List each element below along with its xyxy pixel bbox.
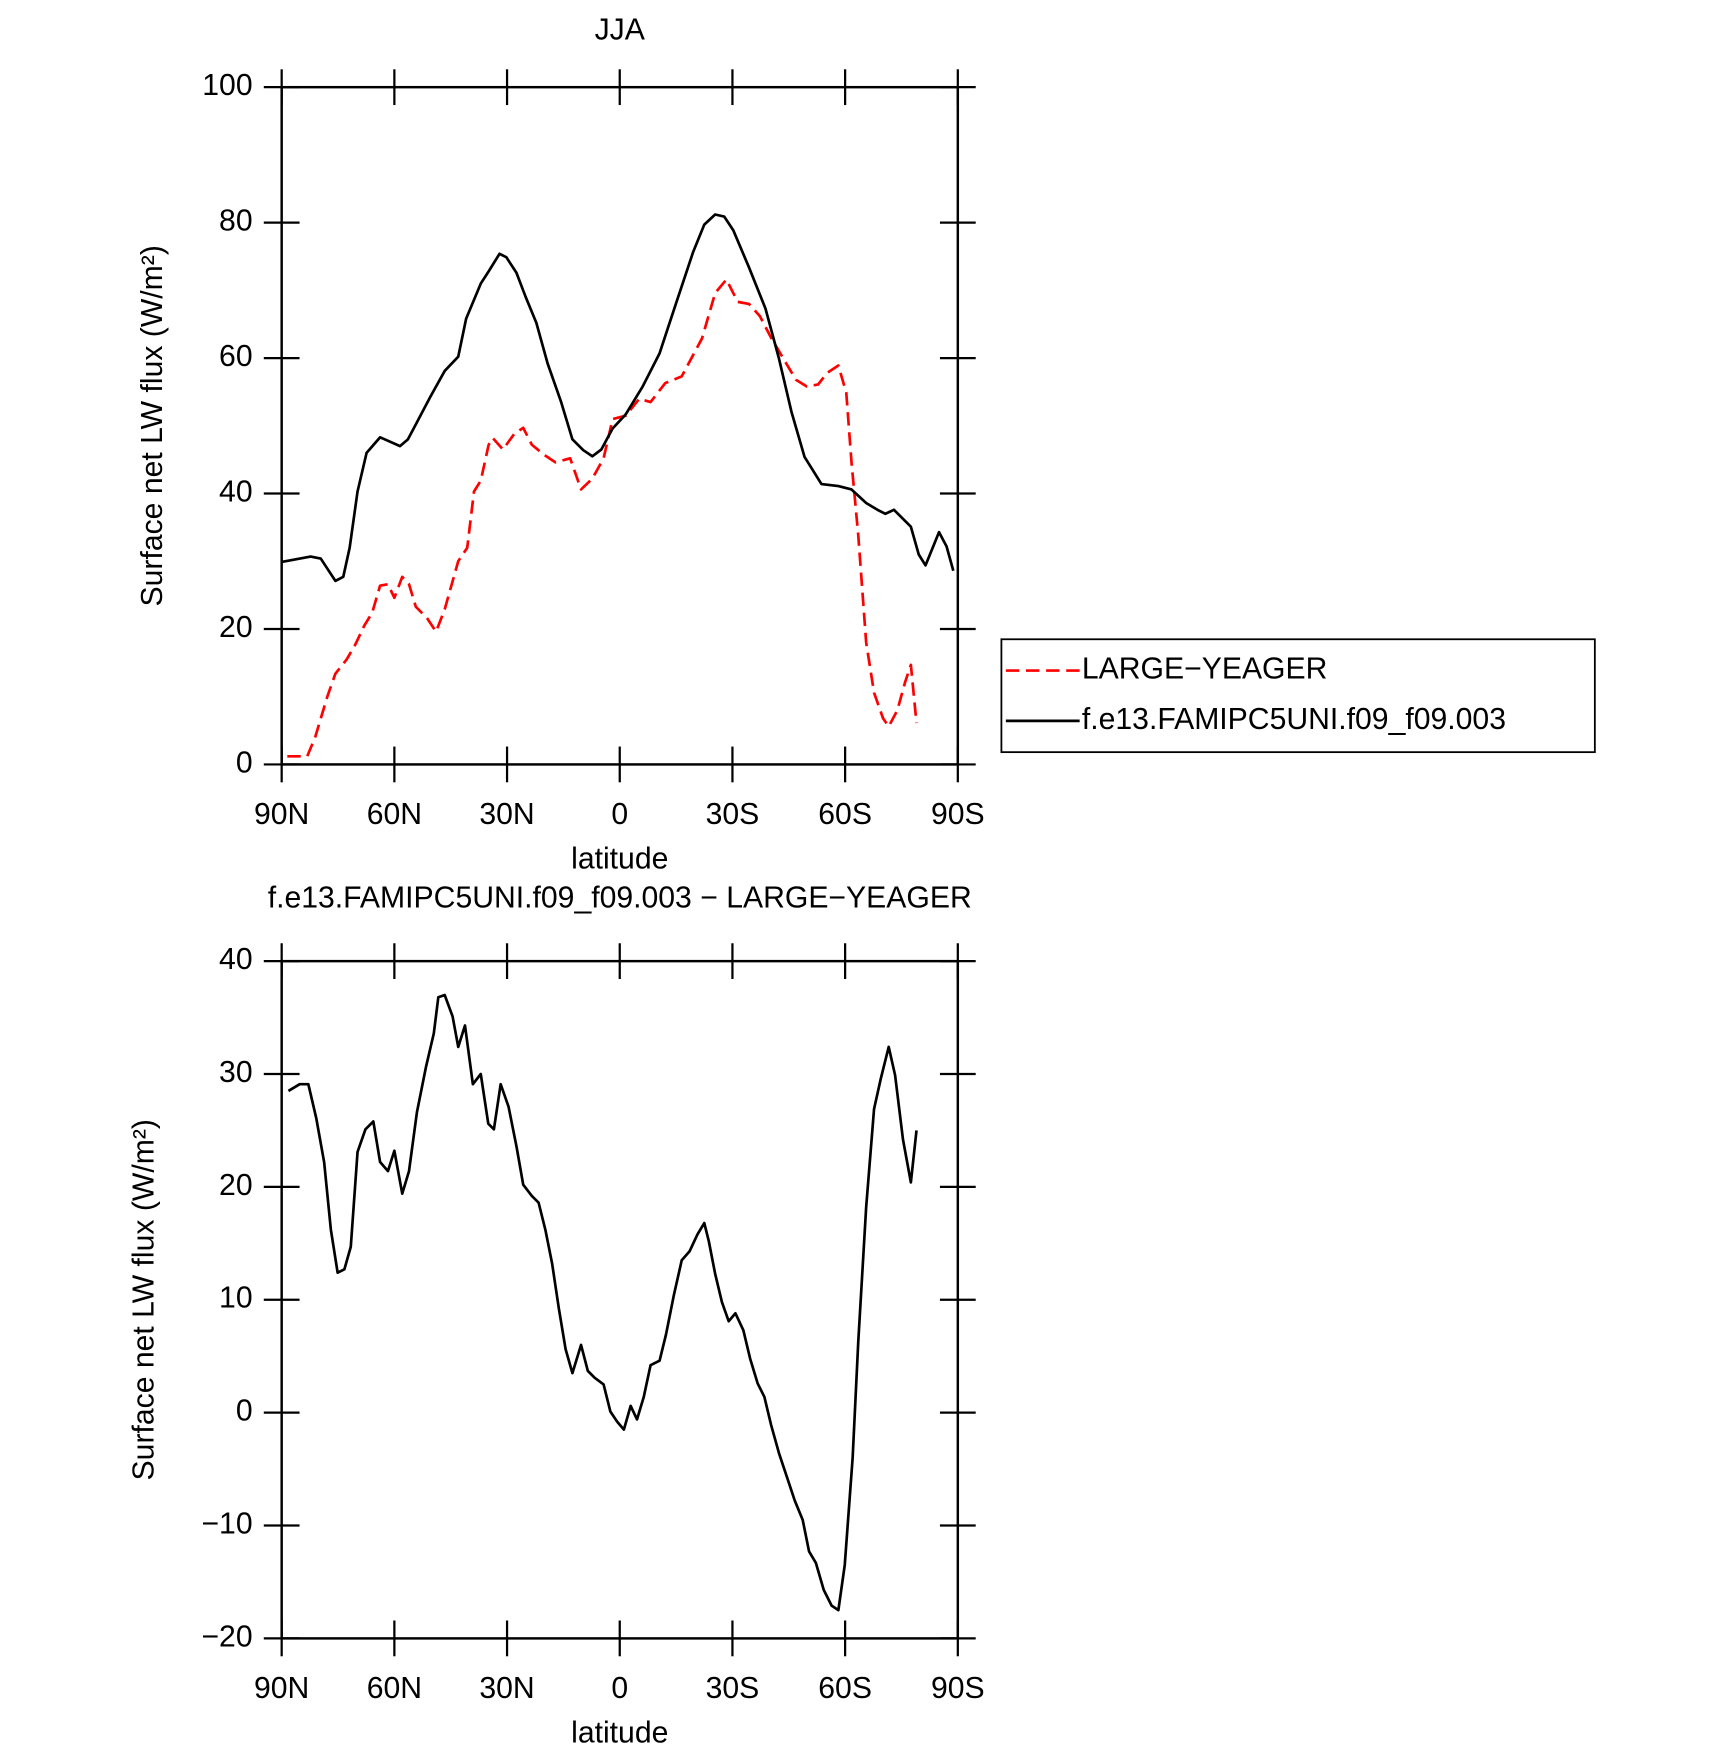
legend-box: [1000, 638, 1596, 754]
chart-title: JJA: [595, 13, 646, 46]
legend-label: LARGE−YEAGER: [1082, 653, 1328, 686]
y-tick-label: 40: [219, 475, 253, 508]
y-axis-label: Surface net LW flux (W/m²): [127, 1119, 160, 1480]
chart-title: f.e13.FAMIPC5UNI.f09_f09.003 − LARGE−YEA…: [268, 882, 972, 915]
x-tick-label: 90N: [254, 798, 309, 831]
x-tick-label: 60S: [818, 798, 872, 831]
x-tick-label: 0: [611, 1672, 628, 1705]
y-tick-label: 40: [219, 943, 253, 976]
plot-frame: [280, 85, 960, 766]
x-axis-label: latitude: [571, 843, 668, 876]
y-tick-label: 100: [202, 69, 252, 102]
x-tick-label: 30N: [479, 798, 534, 831]
data-line: [281, 213, 955, 583]
y-tick-label: 60: [219, 340, 253, 373]
data-line: [287, 278, 918, 758]
x-tick-label: 30S: [706, 1672, 760, 1705]
x-tick-label: 90N: [254, 1672, 309, 1705]
x-tick-label: 0: [611, 798, 628, 831]
y-tick-label: 0: [236, 746, 253, 779]
y-tick-label: 80: [219, 205, 253, 238]
y-axis-label: Surface net LW flux (W/m²): [136, 245, 169, 606]
legend-label: f.e13.FAMIPC5UNI.f09_f09.003: [1082, 703, 1506, 736]
y-tick-label: −20: [201, 1620, 252, 1653]
x-tick-label: 90S: [931, 1672, 985, 1705]
data-line: [287, 993, 918, 1612]
x-tick-label: 90S: [931, 798, 985, 831]
y-tick-label: 0: [236, 1395, 253, 1428]
x-axis-label: latitude: [571, 1716, 668, 1749]
x-tick-label: 60S: [818, 1672, 872, 1705]
x-tick-label: 60N: [367, 798, 422, 831]
y-tick-label: 10: [219, 1282, 253, 1315]
y-tick-label: 30: [219, 1056, 253, 1089]
y-tick-label: 20: [219, 1169, 253, 1202]
y-tick-label: −10: [201, 1507, 252, 1540]
x-tick-label: 30S: [706, 798, 760, 831]
x-tick-label: 30N: [479, 1672, 534, 1705]
y-tick-label: 20: [219, 611, 253, 644]
x-tick-label: 60N: [367, 1672, 422, 1705]
plot-frame: [280, 959, 960, 1640]
